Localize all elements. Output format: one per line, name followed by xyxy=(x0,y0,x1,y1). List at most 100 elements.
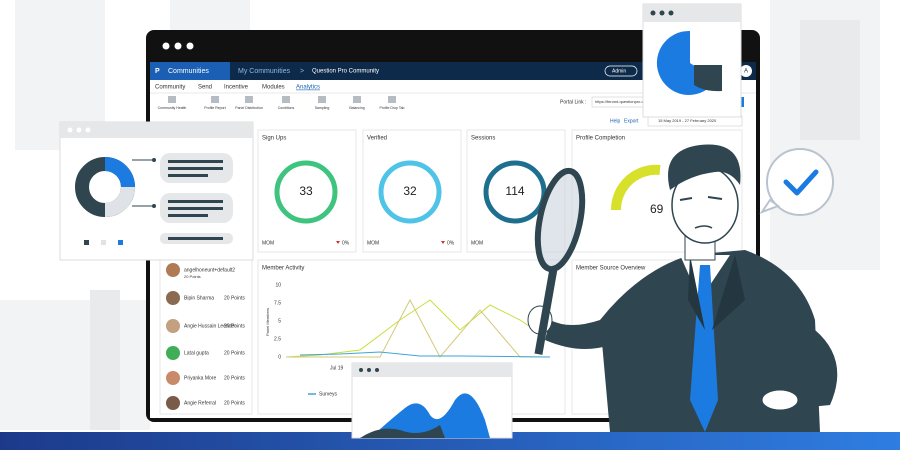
decoration xyxy=(800,20,860,140)
decoration xyxy=(211,96,219,103)
tool[interactable]: Conditions xyxy=(278,106,295,110)
decoration xyxy=(166,263,180,277)
member-name[interactable]: angelhoneunt+default2 xyxy=(184,267,235,273)
decoration xyxy=(166,319,180,333)
toolbar xyxy=(168,96,396,103)
avatar[interactable] xyxy=(740,65,752,77)
member-points: 20 Points xyxy=(224,295,245,301)
decoration xyxy=(245,96,253,103)
card-title: Sessions xyxy=(471,136,495,142)
tool[interactable]: Profile Report xyxy=(204,106,225,110)
check-bubble xyxy=(759,148,834,216)
popup-left xyxy=(59,121,254,261)
footer-bar xyxy=(0,432,900,450)
decoration xyxy=(186,42,194,50)
background xyxy=(0,0,880,430)
tool[interactable]: Sampling xyxy=(315,106,330,110)
y-tick-label: 5 xyxy=(278,318,281,324)
gauge-value: 69 xyxy=(650,202,664,216)
decoration xyxy=(359,368,363,372)
tab[interactable]: Incentive xyxy=(224,85,249,91)
decoration xyxy=(168,96,176,103)
tab[interactable]: Community xyxy=(155,85,185,91)
decoration xyxy=(168,200,223,203)
decoration xyxy=(168,160,223,163)
decoration xyxy=(668,144,741,190)
popup-pie xyxy=(642,3,742,118)
member-name[interactable]: Angie Referral xyxy=(184,400,216,406)
decoration xyxy=(712,255,745,330)
logo: P xyxy=(155,68,160,75)
decoration xyxy=(166,371,180,385)
help-link[interactable]: Help xyxy=(610,118,621,124)
decoration xyxy=(367,368,371,372)
ring xyxy=(274,160,338,224)
popup-area xyxy=(351,362,513,439)
decoration xyxy=(353,96,361,103)
decoration xyxy=(150,62,230,80)
tab[interactable]: Send xyxy=(198,85,212,91)
export-link[interactable]: Export xyxy=(624,118,639,124)
tool[interactable]: Profile Drop Tab xyxy=(379,106,404,110)
member-points: 20 Points xyxy=(224,375,245,381)
decoration xyxy=(168,207,223,210)
card-title: Profile Completion xyxy=(576,136,625,142)
decoration xyxy=(643,4,741,22)
decoration xyxy=(759,198,781,215)
card-value: 33 xyxy=(299,184,313,198)
decoration xyxy=(766,148,834,216)
tabs: Community Send Incentive Modules Analyti… xyxy=(155,85,320,91)
decoration xyxy=(761,389,799,411)
user-menu[interactable]: Admin xyxy=(612,68,626,74)
card-title: Sign Ups xyxy=(262,136,286,142)
decoration xyxy=(679,196,723,201)
decoration xyxy=(60,122,253,138)
decoration xyxy=(168,174,208,177)
activity-lines xyxy=(285,298,551,358)
member-name[interactable]: Priyanka More xyxy=(184,375,216,381)
decoration xyxy=(360,425,445,438)
y-tick-label: 2.5 xyxy=(274,336,281,342)
decoration xyxy=(0,300,150,430)
member-points: 20 Points xyxy=(224,350,245,356)
decoration xyxy=(166,396,180,410)
product-menu[interactable]: Communities xyxy=(168,68,209,75)
card-period: MOM xyxy=(367,240,379,246)
breadcrumb[interactable]: My Communities xyxy=(238,68,291,75)
decoration xyxy=(352,363,512,377)
member-points: 20 Points xyxy=(224,400,245,406)
portal-url: https://ferond.questionpro.com xyxy=(595,99,650,104)
y-tick-label: 0 xyxy=(278,354,281,360)
ring xyxy=(378,160,442,224)
decoration xyxy=(694,65,722,92)
member-name[interactable]: Latal gupta xyxy=(184,350,209,356)
tool[interactable]: Balancing xyxy=(349,106,364,110)
card-period: MOM xyxy=(262,240,274,246)
portal-label: Portal Link : xyxy=(560,99,586,105)
decoration xyxy=(375,368,379,372)
axis-label: Panel Members xyxy=(265,308,270,336)
member-list xyxy=(159,257,253,415)
y-tick-label: 7.5 xyxy=(274,300,281,306)
member-name[interactable]: Bipin Sharma xyxy=(184,295,214,301)
avatar-initial: A xyxy=(744,69,748,75)
decoration xyxy=(318,96,326,103)
user-menu-box[interactable] xyxy=(604,65,638,77)
tool[interactable]: Panel Distribution xyxy=(235,106,262,110)
panel-title: Member Source Overview xyxy=(576,266,646,272)
tab-active[interactable]: Analytics xyxy=(296,85,320,91)
tool[interactable]: Community Health xyxy=(158,106,187,110)
decoration xyxy=(168,167,223,170)
card-value: 32 xyxy=(403,184,417,198)
member-name[interactable]: Angie Hussain Leender xyxy=(184,323,236,329)
x-tick-label: Jul 19 xyxy=(330,365,344,371)
decoration xyxy=(783,169,819,196)
decoration xyxy=(84,240,89,245)
decoration xyxy=(105,187,135,217)
date-range: 15 May 2019 - 27 February 2020 xyxy=(658,118,717,123)
decoration xyxy=(694,225,713,229)
decoration xyxy=(776,330,838,410)
tab[interactable]: Modules xyxy=(262,85,285,91)
decoration xyxy=(688,255,705,330)
